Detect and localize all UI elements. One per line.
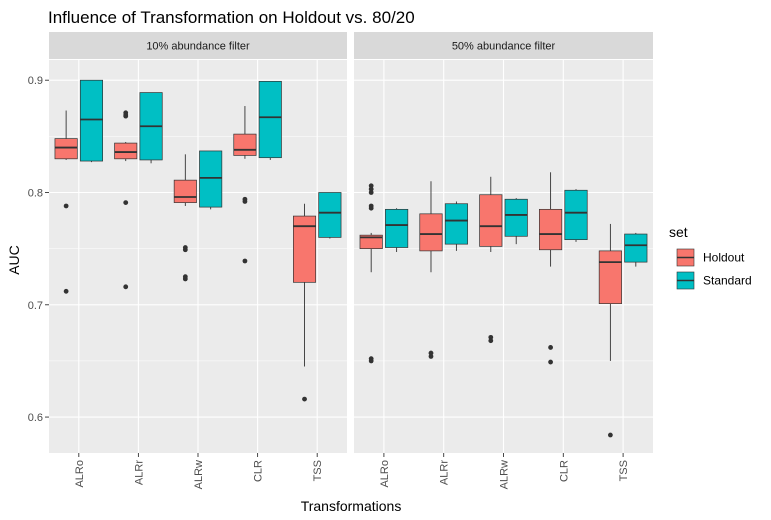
outlier-point <box>242 258 248 264</box>
y-axis: 0.6 0.7 0.8 0.9 <box>28 75 49 424</box>
x-tick-label: CLR <box>558 460 570 482</box>
box-tss-holdout <box>293 203 317 402</box>
box-iqr <box>199 150 223 208</box>
box-alro-standard <box>79 79 104 163</box>
box-iqr <box>479 194 503 247</box>
outlier-point <box>63 288 69 294</box>
outlier-point <box>368 183 374 189</box>
box-iqr <box>419 213 443 252</box>
legend-title: set <box>669 224 688 240</box>
box-tss-standard <box>318 192 342 239</box>
legend-label-standard: Standard <box>703 274 752 288</box>
x-tick-label: TSS <box>312 460 324 481</box>
x-axis-title: Transformations <box>301 498 402 514</box>
y-tick-label: 0.6 <box>28 412 43 424</box>
box-iqr <box>114 142 138 160</box>
outlier-point <box>123 200 129 206</box>
facet-panel-2: 50% abundance filter ALRo ALRr ALRw CLR TSS <box>354 32 653 489</box>
outlier-point <box>428 354 434 359</box>
outlier-point <box>368 358 374 364</box>
facet-strip-label: 50% abundance filter <box>452 41 556 53</box>
box-alro-standard <box>385 208 409 253</box>
box-alro-holdout <box>54 110 78 294</box>
outlier-point <box>368 205 374 211</box>
box-iqr <box>504 198 528 237</box>
box-iqr <box>233 133 257 156</box>
box-iqr <box>359 234 383 249</box>
outlier-point <box>182 276 188 282</box>
box-clr-holdout <box>539 172 563 365</box>
box-alrw-standard <box>504 198 528 245</box>
box-iqr <box>539 208 563 251</box>
x-tick-label: ALRo <box>379 460 391 488</box>
box-iqr <box>444 203 468 245</box>
outlier-point <box>368 190 374 195</box>
y-axis-title: AUC <box>6 245 22 275</box>
box-iqr <box>293 215 317 283</box>
box-alrr-holdout <box>419 181 443 359</box>
box-tss-standard <box>624 232 648 267</box>
box-iqr <box>624 233 648 263</box>
outlier-point <box>123 284 129 290</box>
x-tick-label: ALRr <box>133 460 145 485</box>
y-tick-label: 0.8 <box>28 187 43 199</box>
box-iqr <box>564 189 588 241</box>
facet-panel-1: 10% abundance filter ALRo ALRr ALRw CLR TSS <box>49 32 347 489</box>
box-clr-standard <box>564 189 588 242</box>
x-tick-label: ALRw <box>193 460 205 489</box>
outlier-point <box>428 350 434 356</box>
outlier-point <box>368 186 374 192</box>
facet-strip <box>354 32 653 59</box>
box-iqr <box>54 138 78 160</box>
x-tick-label: CLR <box>253 460 265 482</box>
y-tick-label: 0.9 <box>28 75 43 87</box>
box-iqr <box>79 79 104 162</box>
outlier-point <box>548 359 553 365</box>
box-alrr-holdout <box>114 110 138 290</box>
box-iqr <box>318 192 342 238</box>
outlier-point <box>607 432 613 438</box>
outlier-point <box>182 247 188 253</box>
box-alrr-standard <box>139 92 163 164</box>
box-tss-holdout <box>598 223 622 438</box>
box-clr-standard <box>258 80 282 160</box>
box-alrr-standard <box>444 201 468 251</box>
box-iqr <box>258 80 282 159</box>
box-clr-holdout <box>233 106 257 264</box>
box-alrw-holdout <box>173 154 197 282</box>
outlier-point <box>242 199 248 204</box>
x-tick-label: ALRr <box>439 460 451 485</box>
box-alrw-standard <box>199 150 223 210</box>
box-iqr <box>598 250 622 305</box>
outlier-point <box>123 113 129 119</box>
outlier-point <box>302 396 307 402</box>
box-iqr <box>173 179 197 203</box>
x-tick-label: ALRw <box>499 460 511 489</box>
outlier-point <box>548 345 553 350</box>
chart-title: Influence of Transformation on Holdout v… <box>48 8 415 27</box>
outlier-point <box>63 203 69 209</box>
facet-strip-label: 10% abundance filter <box>146 41 250 53</box>
legend-label-holdout: Holdout <box>703 251 745 265</box>
outlier-point <box>488 334 494 340</box>
x-tick-label: ALRo <box>74 460 86 488</box>
facet-strip <box>49 32 347 59</box>
box-alro-holdout <box>359 183 383 364</box>
y-tick-label: 0.7 <box>28 300 43 312</box>
legend: set Holdout Standard <box>669 224 752 290</box>
box-alrw-holdout <box>479 176 503 344</box>
outlier-point <box>488 338 494 344</box>
x-tick-label: TSS <box>618 460 630 481</box>
box-iqr <box>385 208 409 248</box>
